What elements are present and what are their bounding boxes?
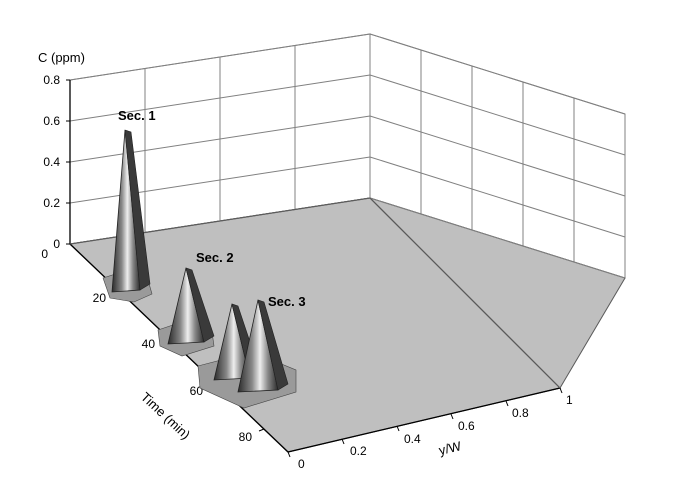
label-sec1: Sec. 1 xyxy=(118,108,156,123)
y-tick-02: 0.2 xyxy=(350,444,367,458)
y-tick-0: 0 xyxy=(298,457,305,471)
y-tick-06: 0.6 xyxy=(458,419,475,433)
z-tick-0: 0 xyxy=(53,237,60,251)
plot-svg: 0 0.2 0.4 0.6 0.8 0 C (ppm) 20 40 60 80 … xyxy=(0,0,680,503)
x-axis-label: Time (min) xyxy=(138,389,193,442)
z-tick-00: 0 xyxy=(41,247,48,261)
y-tick-1: 1 xyxy=(566,393,573,407)
z-tick-2: 0.4 xyxy=(43,155,60,169)
z-axis-label: C (ppm) xyxy=(38,50,85,65)
z-tick-4: 0.8 xyxy=(43,73,60,87)
label-sec3: Sec. 3 xyxy=(268,294,306,309)
x-tick-20: 20 xyxy=(93,291,107,305)
chart-3d-surface: { "chart": { "type": "3d-surface-peaks",… xyxy=(0,0,680,503)
y-axis-label: y/W xyxy=(437,438,463,458)
z-tick-1: 0.2 xyxy=(43,196,60,210)
x-tick-80: 80 xyxy=(239,430,253,444)
y-tick-04: 0.4 xyxy=(404,432,421,446)
z-tick-3: 0.6 xyxy=(43,114,60,128)
x-tick-40: 40 xyxy=(142,337,156,351)
y-tick-08: 0.8 xyxy=(512,406,529,420)
label-sec2: Sec. 2 xyxy=(196,250,234,265)
